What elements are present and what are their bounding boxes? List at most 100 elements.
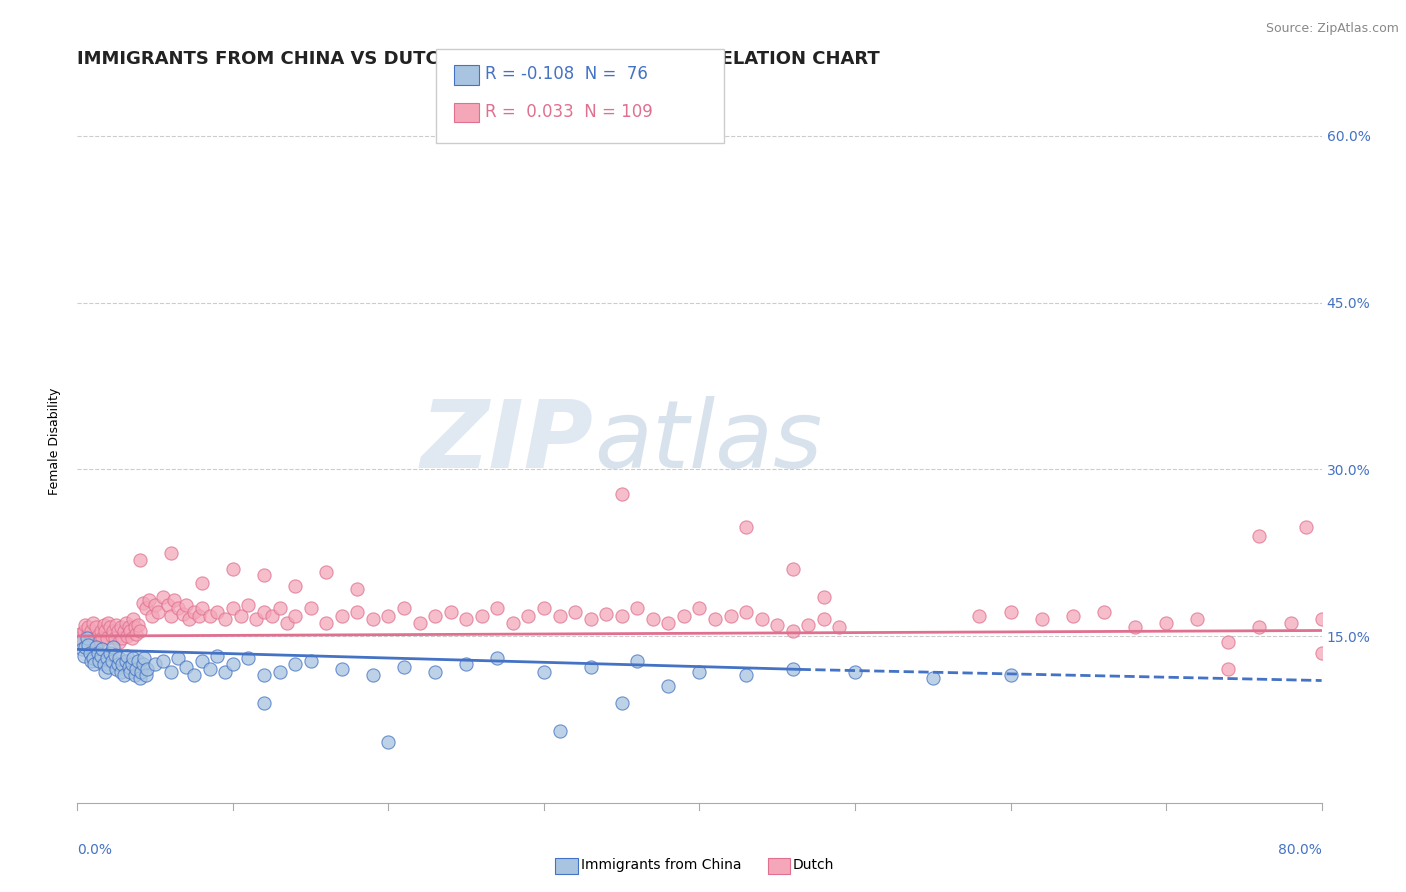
Point (101, 624, 124, 638)
Point (245, 612, 267, 626)
Point (105, 618, 128, 632)
Point (238, 598, 260, 612)
Point (114, 653, 136, 667)
Point (377, 609, 399, 624)
Point (82, 651, 104, 665)
Point (69, 634, 91, 648)
Point (127, 618, 149, 632)
Point (91, 642, 114, 657)
Point (253, 605, 276, 619)
Point (148, 605, 170, 619)
Point (456, 657, 478, 671)
Point (72, 649, 94, 664)
Point (828, 620, 851, 634)
Point (439, 605, 461, 619)
Point (141, 609, 163, 624)
Point (253, 568, 276, 582)
Point (121, 632, 143, 646)
Point (299, 653, 322, 667)
Point (1000, 668, 1022, 682)
Point (517, 609, 540, 624)
Point (735, 668, 758, 682)
Point (276, 615, 298, 630)
Point (96, 632, 118, 646)
Point (143, 657, 166, 671)
Point (90, 649, 112, 664)
Point (1295, 520, 1317, 534)
Point (502, 615, 524, 630)
Point (751, 612, 773, 626)
Point (135, 601, 157, 615)
Point (207, 649, 229, 664)
Point (782, 624, 804, 638)
Point (190, 653, 214, 667)
Point (735, 520, 758, 534)
Point (207, 605, 229, 619)
Point (128, 553, 150, 567)
Point (167, 651, 190, 665)
Point (98, 620, 121, 634)
Point (110, 665, 132, 679)
Point (163, 593, 186, 607)
Point (330, 609, 353, 624)
Point (90, 624, 112, 638)
Point (118, 620, 141, 634)
Point (330, 662, 353, 676)
Text: IMMIGRANTS FROM CHINA VS DUTCH FEMALE DISABILITY CORRELATION CHART: IMMIGRANTS FROM CHINA VS DUTCH FEMALE DI… (77, 50, 880, 68)
Text: 0.0%: 0.0% (77, 843, 112, 856)
Point (1000, 605, 1022, 619)
Point (104, 648, 127, 662)
Point (377, 734, 399, 748)
Point (533, 601, 555, 615)
Point (813, 590, 835, 604)
Point (361, 668, 384, 682)
Point (120, 665, 142, 679)
Point (75, 640, 97, 655)
Point (969, 609, 991, 624)
Point (84, 620, 107, 634)
Point (120, 624, 142, 638)
Point (284, 609, 307, 624)
Text: Source: ZipAtlas.com: Source: ZipAtlas.com (1265, 22, 1399, 36)
Point (782, 562, 804, 576)
Point (1310, 646, 1333, 660)
Point (269, 665, 291, 679)
Text: atlas: atlas (593, 396, 823, 487)
Point (284, 657, 307, 671)
Point (115, 629, 138, 643)
Point (198, 609, 221, 624)
Point (533, 665, 555, 679)
Point (782, 662, 804, 676)
Point (112, 624, 135, 638)
Point (125, 662, 148, 676)
Point (86, 646, 108, 660)
Point (101, 640, 124, 655)
Point (238, 651, 260, 665)
Text: ZIP: ZIP (420, 395, 593, 488)
Point (253, 668, 276, 682)
Point (626, 653, 648, 667)
Point (610, 696, 633, 710)
Point (921, 671, 943, 685)
Point (159, 609, 181, 624)
Point (93, 657, 115, 671)
Point (299, 601, 322, 615)
Point (183, 605, 205, 619)
Point (641, 612, 664, 626)
Point (77, 620, 100, 634)
Point (167, 601, 190, 615)
Point (127, 653, 149, 667)
Point (115, 649, 138, 664)
Point (72, 624, 94, 638)
Text: R =  0.033  N = 109: R = 0.033 N = 109 (485, 103, 652, 121)
Point (136, 662, 159, 676)
Point (87, 653, 110, 667)
Point (408, 615, 430, 630)
Point (93, 618, 115, 632)
Point (1185, 612, 1208, 626)
Point (131, 596, 153, 610)
Y-axis label: Female Disability: Female Disability (48, 388, 62, 495)
Point (315, 615, 337, 630)
Point (471, 609, 494, 624)
Point (79, 632, 101, 646)
